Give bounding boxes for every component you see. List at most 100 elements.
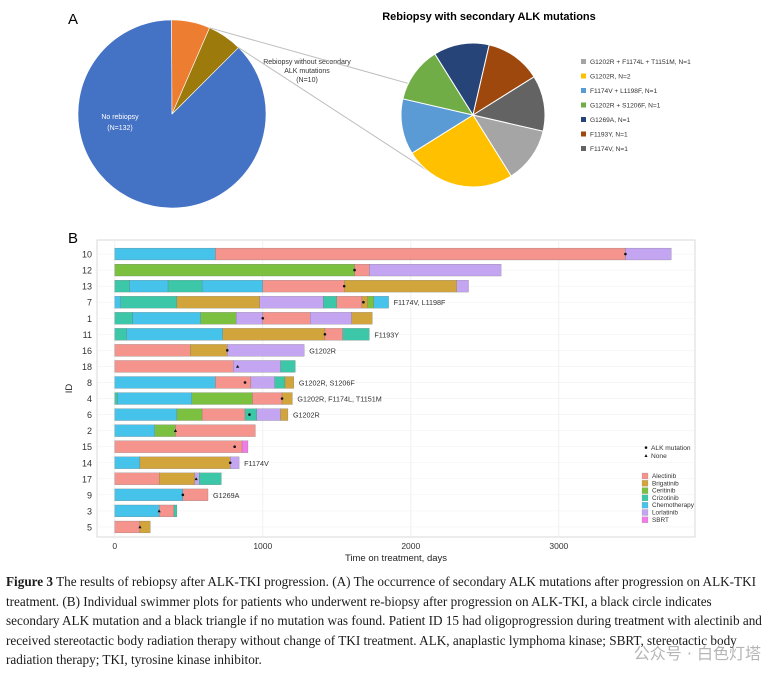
bar-segment-17-crizotinib xyxy=(199,472,222,485)
y-tick-label-id-11: 11 xyxy=(83,330,92,340)
y-tick-label-id-10: 10 xyxy=(82,250,92,260)
bar-segment-12-ceritinib xyxy=(114,264,355,277)
x-tick-label: 1000 xyxy=(253,541,272,551)
bar-segment-6-ceritinib xyxy=(176,408,203,421)
swimmer-plot: 0 1000 2000 3000 Time on treatment, days ID 10… xyxy=(64,239,696,564)
panel-b-letter: B xyxy=(68,230,78,247)
bar-segment-1-alectinib xyxy=(262,312,311,325)
marker-alk-mutation-7 xyxy=(362,300,365,304)
marker-none-18 xyxy=(236,364,240,368)
marker-none-2 xyxy=(173,429,178,432)
marker-alk-mutation-16 xyxy=(225,349,229,352)
y-tick-label-id-12: 12 xyxy=(82,266,92,276)
bar-segment-4-alectinib xyxy=(252,392,283,405)
bar-segment-18-crizotinib xyxy=(280,360,296,373)
bar-segment-11-chemotherapy xyxy=(126,328,223,341)
bar-segment-5-brigatinib xyxy=(139,520,151,534)
y-tick-label-id-13: 13 xyxy=(82,282,92,292)
bar-segment-10-alectinib xyxy=(215,247,626,261)
bar-segment-7-crizotinib xyxy=(120,296,178,309)
bar-segment-4-brigatinib xyxy=(281,392,293,405)
mutation-label-9: G1269A xyxy=(213,491,240,500)
pie-a-slice-0 xyxy=(77,19,267,209)
marker-alk-mutation-13 xyxy=(342,284,346,288)
legend-label-chemotherapy: Chemotherapy xyxy=(652,502,695,509)
legend-swatch-brigatinib xyxy=(641,480,649,487)
legend-label-lorlatinib: Lorlatinib xyxy=(652,510,678,517)
bar-segment-7-brigatinib xyxy=(176,296,260,309)
mutation-label-7: F1174V, L1198F xyxy=(394,298,446,307)
figure-caption: Figure 3 The results of rebiopsy after A… xyxy=(6,572,764,670)
pie-b-legend-label-4: G1269A, N=1 xyxy=(590,117,630,124)
mutation-label-14: F1174V xyxy=(244,459,269,468)
bar-segment-7-crizotinib xyxy=(323,296,337,309)
bar-segment-6-chemotherapy xyxy=(114,408,178,421)
legend-label-brigatinib: Brigatinib xyxy=(652,480,679,487)
bar-segment-13-brigatinib xyxy=(344,280,457,293)
bar-segment-1-brigatinib xyxy=(351,312,373,325)
bar-segment-16-brigatinib xyxy=(190,344,228,357)
bar-segment-14-lorlatinib xyxy=(230,456,240,469)
bar-segment-2-ceritinib xyxy=(154,424,176,437)
bar-segment-1-lorlatinib xyxy=(236,312,263,325)
mutation-label-4: G1202R, F1174L, T1151M xyxy=(297,395,381,404)
y-tick-label-id-1: 1 xyxy=(87,314,92,324)
y-tick-label-id-18: 18 xyxy=(82,362,92,372)
pie-b-legend-swatch-4 xyxy=(581,117,586,122)
legend-swatch-ceritinib xyxy=(641,487,649,494)
pie-b-legend-label-6: F1174V, N=1 xyxy=(590,146,628,153)
marker-alk-mutation-12 xyxy=(353,268,356,272)
y-tick-label-id-6: 6 xyxy=(87,410,92,420)
marker-alk-mutation-9 xyxy=(181,493,185,497)
bar-segment-13-lorlatinib xyxy=(456,280,469,293)
bar-segment-9-chemotherapy xyxy=(114,488,183,501)
caption-text: The results of rebiopsy after ALK-TKI pr… xyxy=(6,574,762,668)
bar-segment-11-crizotinib xyxy=(114,328,127,341)
pie-b-legend-label-5: F1193Y, N=1 xyxy=(590,132,628,139)
y-axis-label: ID xyxy=(64,384,75,394)
legend-label-sbrt: SBRT xyxy=(652,517,669,524)
marker-none-5 xyxy=(138,525,142,529)
bar-segment-10-lorlatinib xyxy=(625,247,672,261)
bar-segment-6-lorlatinib xyxy=(256,408,281,421)
bar-segment-8-lorlatinib xyxy=(250,376,275,389)
legend-marker-triangle xyxy=(644,454,648,457)
bar-segment-13-crizotinib xyxy=(114,280,130,293)
marker-alk-mutation-8 xyxy=(243,381,247,384)
pie-b-legend-swatch-3 xyxy=(581,102,586,108)
pie-b-legend-swatch-6 xyxy=(581,146,586,151)
marker-alk-mutation-10 xyxy=(624,252,627,256)
bar-segment-7-alectinib xyxy=(336,296,363,309)
pie-b-legend-swatch-5 xyxy=(581,131,586,137)
pie-a-count-without: (N=10) xyxy=(296,77,318,84)
marker-alk-mutation-15 xyxy=(233,445,236,448)
bar-segment-6-crizotinib xyxy=(244,408,257,421)
y-tick-label-id-15: 15 xyxy=(82,442,92,452)
mutation-label-8: G1202R, S1206F xyxy=(299,378,356,387)
bar-segment-14-brigatinib xyxy=(139,456,231,469)
bar-segment-13-chemotherapy xyxy=(129,280,169,293)
legend-marker-circle xyxy=(644,446,648,449)
bar-segment-6-brigatinib xyxy=(280,408,289,421)
pie-chart-rebiopsy-overview: No rebiopsy (N=132) Rebiopsy without secon… xyxy=(77,19,351,209)
bar-segment-13-crizotinib xyxy=(167,280,203,293)
bar-segment-15-alectinib xyxy=(114,440,243,453)
pie-a-label-no-rebiopsy: No rebiopsy xyxy=(101,114,139,121)
pie-chart-secondary-mutations xyxy=(400,42,546,188)
marker-alk-mutation-6 xyxy=(248,413,251,416)
bar-segment-7-chemotherapy xyxy=(373,296,389,309)
bar-segment-1-crizotinib xyxy=(114,312,133,325)
bar-segment-1-chemotherapy xyxy=(132,312,201,325)
bar-segment-11-brigatinib xyxy=(222,328,326,341)
bar-segment-6-alectinib xyxy=(201,408,246,421)
pie-b-legend-label-0: G1202R + F1174L + T1151M, N=1 xyxy=(590,59,691,66)
pie-b-slice-f1174v-n-1 xyxy=(471,76,546,132)
bar-segment-2-chemotherapy xyxy=(114,424,155,437)
legend-label-ceritinib: Ceritinib xyxy=(652,488,676,495)
bar-segment-3-chemotherapy xyxy=(114,504,160,517)
pie-b-slice-g1202r-n-2 xyxy=(411,114,512,188)
bar-segment-13-alectinib xyxy=(262,280,345,293)
bar-segment-7-chemotherapy xyxy=(114,296,121,309)
bar-segment-3-alectinib xyxy=(159,504,175,517)
